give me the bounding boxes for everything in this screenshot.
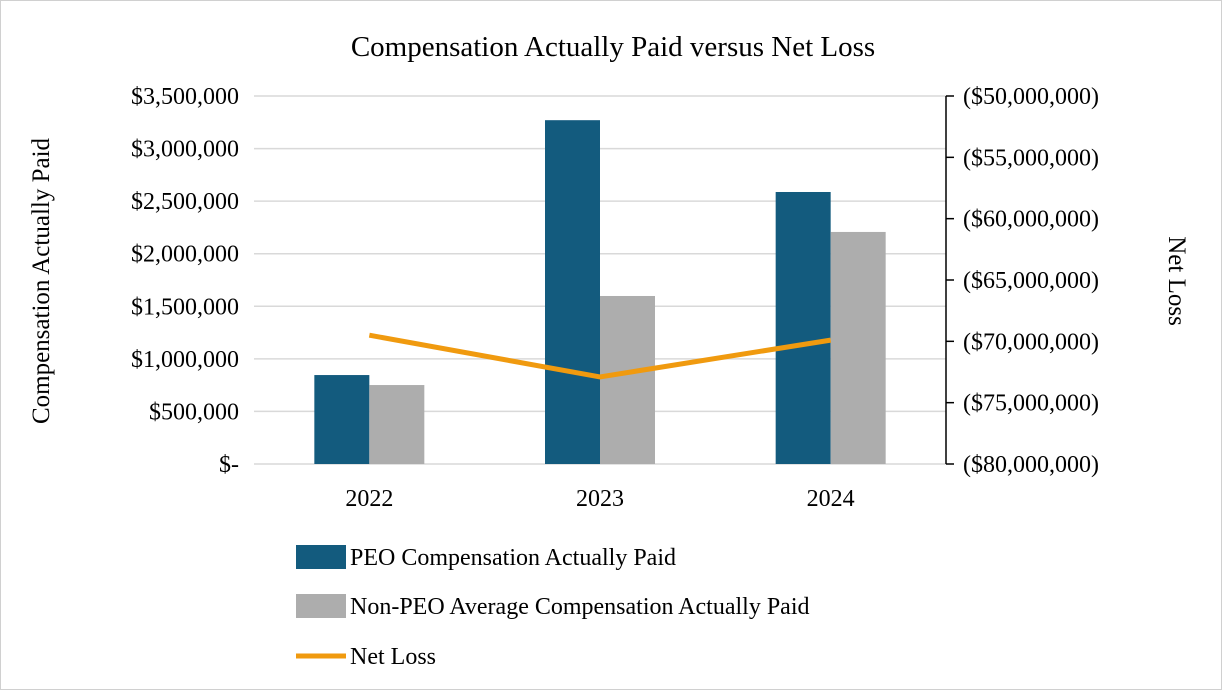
legend-label: PEO Compensation Actually Paid [350, 545, 676, 571]
y2-tick-label: ($55,000,000) [963, 145, 1099, 171]
y-tick-label: $3,500,000 [131, 84, 239, 110]
y2-tick-label: ($75,000,000) [963, 391, 1099, 417]
y-tick-label: $2,500,000 [131, 189, 239, 215]
legend-label: Non-PEO Average Compensation Actually Pa… [350, 594, 809, 620]
y-tick-label: $500,000 [149, 399, 239, 425]
y-tick-label: $1,500,000 [131, 294, 239, 320]
bar-non-peo-2022 [369, 385, 424, 464]
chart-title: Compensation Actually Paid versus Net Lo… [351, 31, 875, 63]
y2-axis-title: Net Loss [1163, 236, 1190, 326]
legend-label: Net Loss [350, 644, 436, 670]
legend-swatch-1 [296, 594, 346, 618]
y2-tick-label: ($60,000,000) [963, 207, 1099, 233]
legend-swatch-0 [296, 545, 346, 569]
bar-peo-2023 [545, 120, 600, 464]
x-tick-label: 2023 [576, 486, 624, 512]
y2-tick-label: ($70,000,000) [963, 329, 1099, 355]
y-axis-title: Compensation Actually Paid [28, 137, 55, 424]
y2-tick-label: ($80,000,000) [963, 452, 1099, 478]
y-tick-label: $1,000,000 [131, 347, 239, 373]
y-tick-label: $- [219, 452, 239, 478]
y2-tick-label: ($50,000,000) [963, 84, 1099, 110]
bar-non-peo-2023 [600, 296, 655, 464]
bar-peo-2022 [314, 375, 369, 464]
y-tick-label: $2,000,000 [131, 242, 239, 268]
bar-non-peo-2024 [831, 232, 886, 464]
x-tick-label: 2022 [345, 486, 393, 512]
bar-peo-2024 [776, 192, 831, 464]
y2-tick-label: ($65,000,000) [963, 268, 1099, 294]
y-tick-label: $3,000,000 [131, 137, 239, 163]
x-tick-label: 2024 [807, 486, 855, 512]
